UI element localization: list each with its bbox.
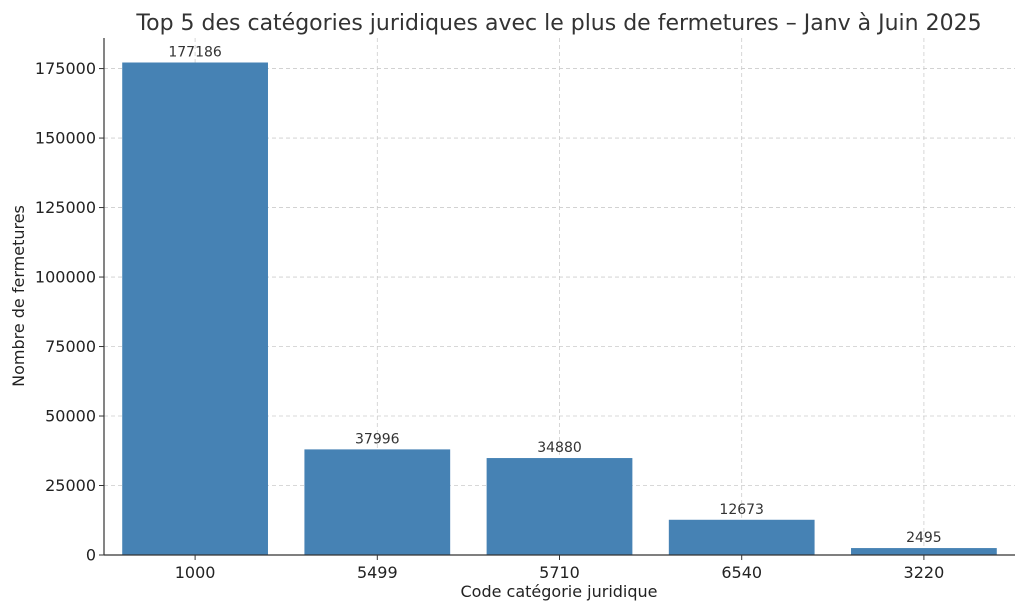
- bars-layer: 177186 37996 34880 12673 2495: [122, 44, 997, 555]
- chart-title: Top 5 des catégories juridiques avec le …: [135, 11, 981, 36]
- bar-5499: [304, 449, 451, 555]
- x-axis-label: Code catégorie juridique: [460, 582, 657, 601]
- data-label: 37996: [355, 431, 400, 447]
- y-tick-label: 150000: [35, 129, 96, 148]
- y-tick-label: 0: [86, 546, 96, 565]
- x-tick-label: 5710: [539, 563, 580, 582]
- y-tick-label: 50000: [45, 407, 96, 426]
- y-tick-label: 25000: [45, 476, 96, 495]
- x-tick-label: 6540: [721, 563, 762, 582]
- x-tick-label: 1000: [175, 563, 216, 582]
- x-tick-label: 3220: [904, 563, 945, 582]
- axes-layer: 0 25000 50000 75000 100000 125000 150000 175000…: [35, 38, 1015, 582]
- bar-3220: [851, 548, 997, 555]
- x-tick-label: 5499: [357, 563, 398, 582]
- y-tick-label: 100000: [35, 268, 96, 287]
- y-tick-label: 175000: [35, 59, 96, 78]
- data-label: 12673: [719, 502, 764, 518]
- data-label: 2495: [906, 530, 942, 546]
- bar-6540: [668, 519, 815, 555]
- y-axis-label: Nombre de fermetures: [9, 205, 28, 387]
- data-label: 177186: [168, 44, 222, 60]
- y-tick-label: 75000: [45, 337, 96, 356]
- bar-1000: [122, 62, 268, 555]
- y-tick-label: 125000: [35, 198, 96, 217]
- data-label: 34880: [537, 440, 582, 456]
- bar-5710: [486, 458, 633, 555]
